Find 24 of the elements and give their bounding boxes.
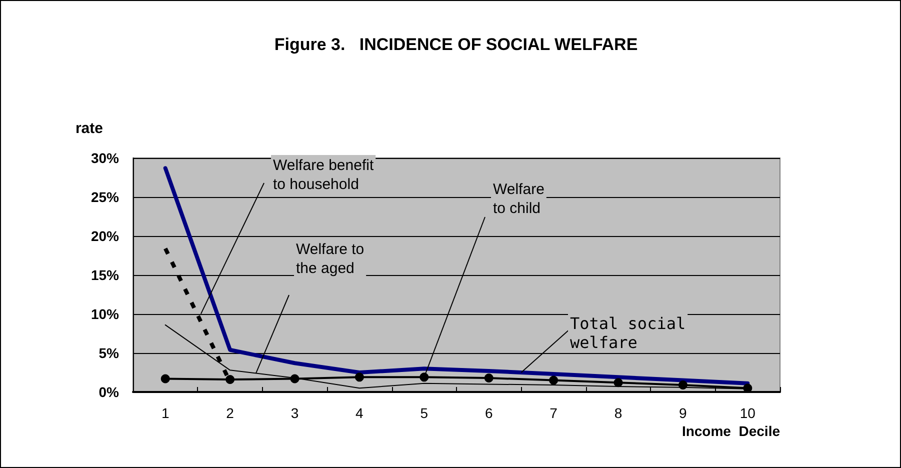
y-tick-label: 15% [90, 267, 120, 283]
y-tick-label: 30% [90, 150, 120, 166]
text: Welfare to the aged [296, 241, 364, 277]
y-tick-label: 25% [90, 189, 120, 205]
x-tick-label: 7 [550, 405, 558, 421]
chart-title: Figure 3. INCIDENCE OF SOCIAL WELFARE [274, 35, 638, 54]
x-axis-title: Income Decile [682, 423, 780, 439]
series-label: Total social welfare [570, 314, 686, 352]
y-tick-label: 0% [98, 384, 120, 400]
y-axis-title: rate [75, 120, 103, 137]
y-tick-label: 10% [90, 306, 120, 322]
x-tick-label: 6 [484, 405, 493, 421]
y-tick-label: 20% [90, 228, 120, 244]
x-tick-label: 10 [740, 405, 756, 421]
x-tick-label: 5 [420, 405, 428, 421]
x-tick-label: 9 [679, 405, 688, 421]
x-tick-label: 8 [614, 405, 622, 421]
x-tick-label: 3 [290, 405, 299, 421]
x-tick-label: 4 [356, 405, 364, 421]
text: Welfare to child [493, 181, 544, 217]
x-tick-label: 1 [161, 405, 170, 421]
x-tick-label: 2 [226, 405, 234, 421]
text: Welfare benefit to household [273, 157, 374, 193]
y-tick-label: 5% [98, 345, 120, 361]
